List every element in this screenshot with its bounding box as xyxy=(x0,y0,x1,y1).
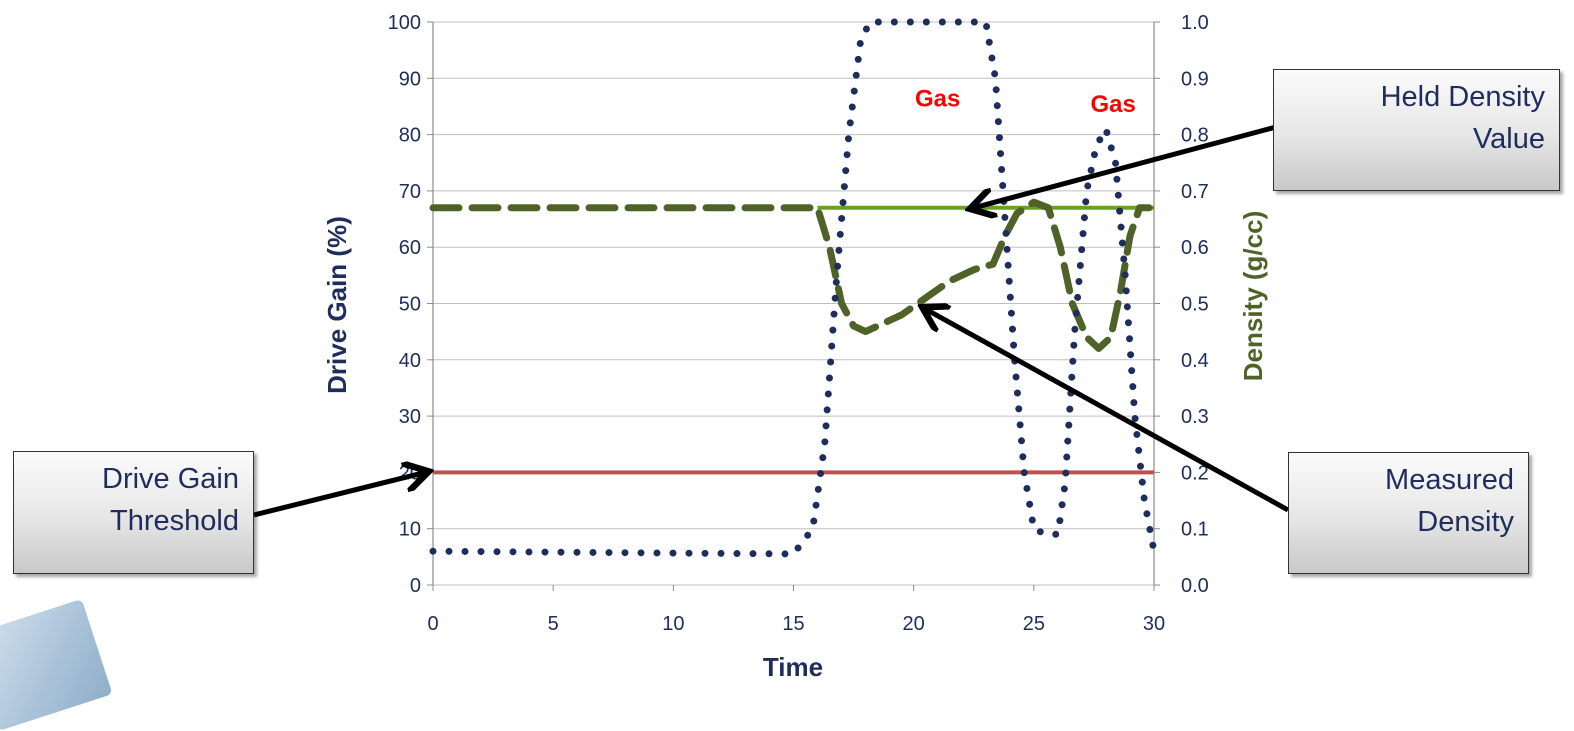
callout-line: Value xyxy=(1472,123,1545,156)
y-axis-title: Drive Gain (%) xyxy=(322,216,352,394)
series-line-measured-density xyxy=(429,198,1153,352)
callout-line: Density xyxy=(1417,506,1514,539)
annotations: Gas Gas xyxy=(915,85,1136,118)
y2-tick-label: 0.8 xyxy=(1181,125,1209,147)
y2-tick-label: 0.6 xyxy=(1181,237,1209,259)
x-tick-label: 25 xyxy=(1023,613,1045,635)
callout-line: Measured xyxy=(1385,464,1514,496)
y-tick-label: 80 xyxy=(399,125,421,147)
axes xyxy=(427,21,1160,591)
y-tick-label: 100 xyxy=(388,12,421,34)
tick-labels: 01020304050607080901000.00.10.20.30.40.5… xyxy=(388,12,1209,635)
x-tick-label: 20 xyxy=(903,613,925,635)
callout-line: Threshold xyxy=(110,505,239,538)
y-tick-label: 30 xyxy=(399,406,421,428)
callout-drive-gain-threshold: Drive Gain Threshold xyxy=(13,451,254,574)
callout-line: Drive Gain xyxy=(102,463,239,495)
y2-tick-label: 0.2 xyxy=(1181,462,1209,484)
x-tick-label: 0 xyxy=(427,613,438,635)
gridlines xyxy=(433,21,1154,586)
y2-axis-title: Density (g/cc) xyxy=(1238,211,1268,382)
x-axis-title: Time xyxy=(763,652,823,682)
y2-tick-label: 0.1 xyxy=(1181,519,1209,541)
y-tick-label: 10 xyxy=(399,519,421,541)
y2-tick-label: 0.7 xyxy=(1181,181,1209,203)
x-tick-label: 10 xyxy=(662,613,684,635)
callout-line: Held Density xyxy=(1380,81,1545,113)
callout-arrow xyxy=(974,124,1277,208)
x-tick-label: 30 xyxy=(1143,613,1165,635)
callout-arrow xyxy=(253,472,425,518)
y-tick-label: 0 xyxy=(410,575,421,597)
y2-tick-label: 0.3 xyxy=(1181,406,1209,428)
callout-measured-density: Measured Density xyxy=(1288,452,1529,574)
y-tick-label: 90 xyxy=(399,68,421,90)
y-tick-label: 40 xyxy=(399,350,421,372)
density-drive-gain-chart: 01020304050607080901000.00.10.20.30.40.5… xyxy=(253,12,1290,682)
callout-arrows xyxy=(253,124,1290,518)
y2-tick-label: 0.4 xyxy=(1181,350,1209,372)
callout-arrow xyxy=(926,309,1290,513)
x-tick-label: 5 xyxy=(548,613,559,635)
y2-tick-label: 0.9 xyxy=(1181,68,1209,90)
y2-tick-label: 1.0 xyxy=(1181,12,1209,34)
y2-tick-label: 0.0 xyxy=(1181,575,1209,597)
y-tick-label: 60 xyxy=(399,237,421,259)
series-line-drive-gain xyxy=(429,18,1158,558)
series-layer xyxy=(429,18,1158,558)
y2-tick-label: 0.5 xyxy=(1181,294,1209,316)
y-tick-label: 50 xyxy=(399,294,421,316)
annotation-gas: Gas xyxy=(1090,91,1135,118)
y-tick-label: 70 xyxy=(399,181,421,203)
x-tick-label: 15 xyxy=(782,613,804,635)
annotation-gas: Gas xyxy=(915,85,960,112)
callout-held-density: Held Density Value xyxy=(1273,69,1560,191)
